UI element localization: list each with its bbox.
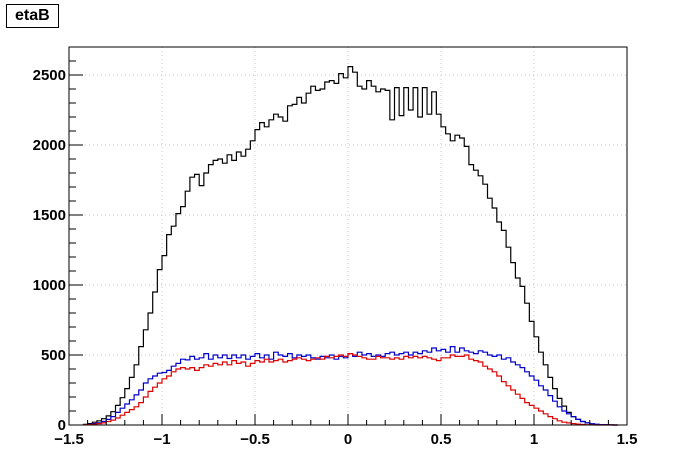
- histogram-series-1: [82, 346, 618, 426]
- x-tick-label: −1.5: [54, 431, 84, 448]
- x-tick-label: 0: [344, 431, 352, 448]
- x-tick-label: 0.5: [431, 431, 452, 448]
- y-tick-label: 2500: [33, 67, 66, 84]
- histogram-series-group: [82, 66, 618, 426]
- histogram-series-0: [82, 66, 618, 426]
- axis-ticks: −1.5 −1 −0.5 0 0.5 1 1.5 0 500 1000 1500 2000 2500: [33, 46, 638, 448]
- x-tick-label: −1: [153, 431, 170, 448]
- x-tick-label: 1.5: [617, 431, 638, 448]
- histogram-series-2: [82, 353, 618, 426]
- grid-lines: [68, 47, 628, 426]
- x-tick-label: −0.5: [240, 431, 270, 448]
- y-tick-label: 2000: [33, 137, 66, 154]
- y-tick-label: 1000: [33, 277, 66, 294]
- y-tick-label: 0: [58, 417, 66, 434]
- x-tick-label: 1: [530, 431, 538, 448]
- y-tick-label: 500: [41, 347, 66, 364]
- y-tick-label: 1500: [33, 207, 66, 224]
- histogram-title: etaB: [6, 4, 59, 28]
